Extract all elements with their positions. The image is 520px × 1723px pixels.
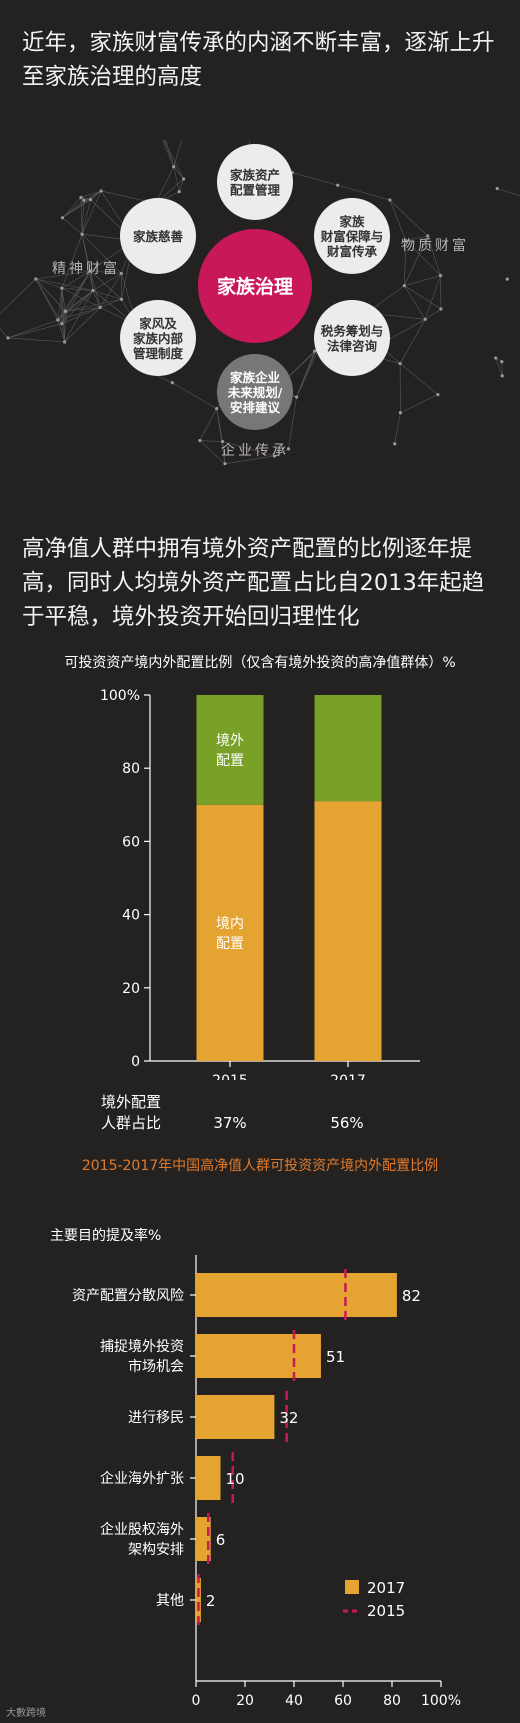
value-label: 10	[226, 1470, 245, 1488]
value-label: 6	[216, 1531, 226, 1549]
node-circle	[120, 198, 196, 274]
category-label: 进行移民	[128, 1410, 184, 1426]
category-label: 捕捉境外投资	[100, 1339, 184, 1355]
x-tick-label: 80	[383, 1693, 401, 1705]
node-circle	[217, 144, 293, 220]
diagram-node: 家族慈善	[120, 198, 196, 274]
category-label: 企业海外扩张	[100, 1470, 184, 1487]
legend-label-2015: 2015	[367, 1602, 405, 1620]
node-circle	[314, 300, 390, 376]
legend-label-2017: 2017	[367, 1579, 405, 1597]
node-circle	[314, 198, 390, 274]
y-tick-label: 60	[122, 834, 140, 850]
node-label: 管理制度	[133, 346, 184, 361]
bar-segment	[196, 695, 264, 805]
node-label: 配置管理	[230, 183, 281, 198]
bar-2017	[196, 1456, 221, 1500]
node-label: 家族慈善	[133, 229, 184, 244]
overseas-share-label-line2: 人群占比	[100, 1114, 161, 1132]
section-heading-governance: 近年，家族财富传承的内涵不断丰富，逐渐上升至家族治理的高度	[22, 30, 495, 90]
bar-segment	[314, 695, 382, 802]
bar-2017	[196, 1334, 321, 1378]
category-label: 市场机会	[128, 1358, 184, 1375]
node-label: 未来规划/	[227, 385, 283, 400]
section-heading-overseas: 高净值人群中拥有境外资产配置的比例逐年提高，同时人均境外资产配置占比自2013年…	[22, 536, 485, 630]
family-governance-diagram: 家族资产配置管理家族财富保障与财富传承税务筹划与法律咨询家族企业未来规划/安排建…	[0, 140, 520, 466]
bar-segment	[196, 804, 264, 1061]
x-tick-label: 40	[285, 1693, 303, 1705]
x-tick-label: 60	[334, 1693, 352, 1705]
center-label: 家族治理	[217, 275, 293, 298]
overseas-share-2017: 56%	[330, 1114, 364, 1132]
y-tick-label: 80	[122, 761, 140, 777]
value-label: 82	[402, 1287, 421, 1305]
node-label: 家族企业	[230, 370, 281, 385]
network-dots	[6, 165, 509, 466]
x-tick-label: 0	[192, 1693, 201, 1705]
x-tick-label: 100%	[421, 1693, 461, 1705]
x-tick-label: 2015	[212, 1073, 248, 1080]
segment-label: 境内	[216, 916, 244, 932]
x-tick-label: 2017	[330, 1073, 366, 1080]
node-label: 家族	[339, 214, 365, 229]
bar-2017	[196, 1395, 275, 1439]
value-label: 51	[326, 1348, 345, 1366]
legend-swatch-2017	[345, 1580, 359, 1594]
segment-label: 境外	[216, 733, 244, 749]
label-enterprise-inheritance: 企业传承	[221, 442, 289, 459]
value-label: 2	[206, 1592, 216, 1610]
category-label: 企业股权海外	[100, 1521, 184, 1538]
y-tick-label: 0	[131, 1054, 140, 1070]
node-label: 家族资产	[230, 168, 280, 183]
hbar-chart-title: 主要目的提及率%	[50, 1228, 162, 1244]
node-label: 安排建议	[230, 400, 281, 415]
category-label: 架构安排	[128, 1542, 184, 1558]
node-label: 税务筹划与	[321, 324, 384, 339]
node-label: 家风及	[139, 316, 177, 331]
overseas-share-label-line1: 境外配置	[100, 1093, 161, 1111]
node-circle	[217, 354, 293, 430]
category-label: 其他	[156, 1593, 184, 1609]
stacked-chart-title: 可投资资产境内外配置比例（仅含有境外投资的高净值群体）%	[64, 655, 456, 671]
overseas-share-label: 境外配置 人群占比	[76, 1092, 186, 1134]
category-label: 资产配置分散风险	[72, 1288, 184, 1304]
node-label: 法律咨询	[327, 339, 378, 354]
value-label: 32	[279, 1409, 298, 1427]
label-spiritual-wealth: 精神财富	[52, 260, 120, 277]
y-tick-label: 20	[122, 981, 140, 997]
bar-segment	[314, 801, 382, 1061]
y-tick-label: 100%	[100, 688, 140, 704]
segment-label: 配置	[216, 753, 244, 769]
center-circle	[198, 229, 312, 343]
node-label: 家族内部	[133, 331, 184, 346]
overseas-share-2015: 37%	[213, 1114, 247, 1132]
bar-2017	[196, 1578, 201, 1622]
y-tick-label: 40	[122, 908, 140, 924]
watermark-logo: 大數跨境	[6, 1708, 46, 1719]
bar-2017	[196, 1273, 397, 1317]
node-label: 财富保障与	[320, 229, 384, 244]
segment-label: 配置	[216, 936, 244, 952]
node-circle	[120, 300, 196, 376]
x-tick-label: 20	[236, 1693, 254, 1705]
label-material-wealth: 物质财富	[401, 237, 469, 254]
bar-2017	[196, 1517, 211, 1561]
node-label: 财富传承	[326, 244, 378, 259]
stacked-chart-caption: 2015-2017年中国高净值人群可投资资产境内外配置比例	[81, 1158, 439, 1174]
